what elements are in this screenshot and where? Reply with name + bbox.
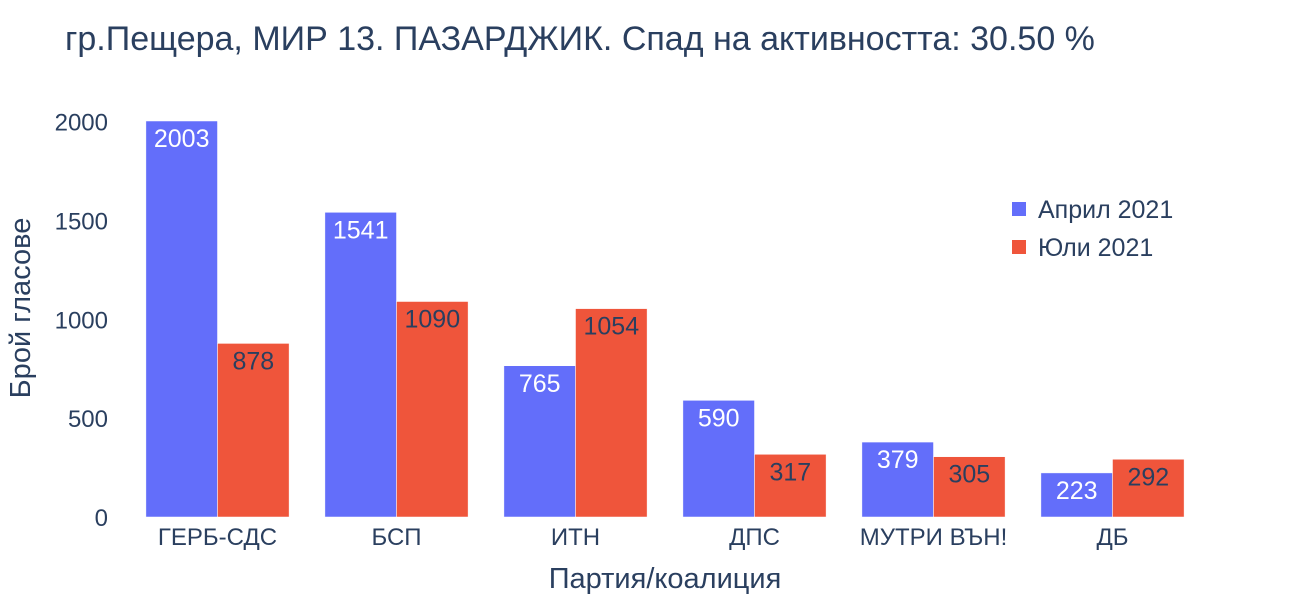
x-tick-label: ГЕРБ-СДС [158,524,277,551]
legend-label[interactable]: Април 2021 [1038,196,1173,224]
data-label: 317 [769,458,811,486]
data-label: 2003 [154,125,210,153]
chart-title: гр.Пещера, МИР 13. ПАЗАРДЖИК. Спад на ак… [65,20,1095,58]
data-label: 1090 [404,306,460,334]
data-label: 292 [1127,463,1169,491]
bar[interactable] [396,301,469,518]
bar[interactable] [1112,459,1185,518]
bar[interactable] [682,400,755,518]
y-tick-label: 500 [68,406,108,433]
bars-group: 2003 1541 765 590 379 223 878 1090 1054 317 305 292 [145,120,1185,518]
data-label: 379 [877,446,919,474]
legend-swatch [1012,202,1026,216]
bar[interactable] [754,454,827,518]
data-label: 1054 [583,313,639,341]
data-label: 878 [232,347,274,375]
y-tick-label: 1000 [55,307,108,334]
bar[interactable] [217,343,290,518]
x-tick-label: ИТН [551,524,600,551]
legend[interactable]: Април 2021 Юли 2021 [1012,196,1173,262]
data-label: 223 [1056,477,1098,505]
data-label: 590 [698,404,740,432]
y-axis: 0 500 1000 1500 2000 [55,110,108,532]
bar[interactable] [1040,472,1113,518]
bar[interactable] [503,365,576,518]
data-label: 305 [948,461,990,489]
y-tick-label: 1500 [55,208,108,235]
y-tick-label: 0 [95,505,108,532]
bar[interactable] [145,120,218,518]
x-tick-label: ДБ [1096,524,1128,551]
y-axis-title: Брой гласове [5,218,37,399]
x-axis: ГЕРБ-СДС БСП ИТН ДПС МУТРИ ВЪН! ДБ [158,524,1129,551]
bar[interactable] [933,456,1006,518]
data-label: 765 [519,370,561,398]
bar[interactable] [575,308,648,518]
legend-label[interactable]: Юли 2021 [1038,234,1153,262]
x-tick-label: БСП [371,524,421,551]
y-tick-label: 2000 [55,110,108,137]
x-tick-label: ДПС [729,524,780,551]
x-tick-label: МУТРИ ВЪН! [860,524,1007,551]
bar[interactable] [861,441,934,518]
legend-swatch [1012,240,1026,254]
bar[interactable] [324,212,397,518]
data-label: 1541 [333,216,389,244]
x-axis-title: Партия/коалиция [549,563,782,595]
